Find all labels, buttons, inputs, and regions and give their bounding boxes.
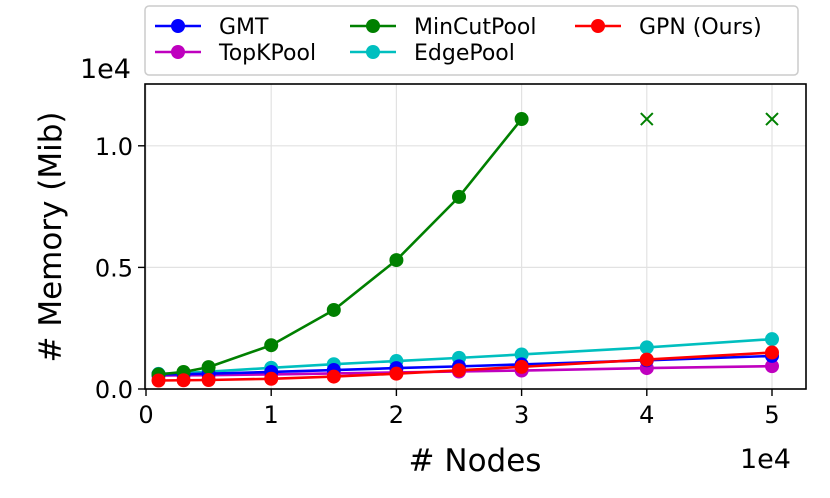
legend-frame xyxy=(144,5,799,76)
legend-label: TopKPool xyxy=(218,41,316,66)
data-point-gpn-ours xyxy=(176,373,191,388)
data-point-gpn-ours xyxy=(326,369,341,384)
x-axis-scale-label: 1e4 xyxy=(740,444,791,475)
x-tick-label: 0 xyxy=(138,401,153,429)
series-gpn-ours xyxy=(151,345,779,388)
legend-label: GMT xyxy=(219,15,269,40)
y-tick-label: 0.5 xyxy=(95,254,133,282)
oom-x-marker xyxy=(640,112,654,126)
data-point-gpn-ours xyxy=(765,345,779,360)
x-tick-label: 1 xyxy=(264,401,279,429)
axis-ticks: 0 1 2 3 4 5 0.0 0.5 1.0 xyxy=(95,133,780,429)
x-tick-label: 4 xyxy=(639,401,654,429)
legend-item-gmt: GMT xyxy=(155,15,269,40)
data-point-gpn-ours xyxy=(514,359,529,374)
legend-marker xyxy=(366,45,380,59)
legend-item-edgepool: EdgePool xyxy=(350,41,515,66)
legend-marker xyxy=(171,45,185,59)
data-point-gpn-ours xyxy=(639,352,654,367)
data-point-edgepool xyxy=(514,347,529,362)
legend-marker xyxy=(171,19,185,33)
data-point-edgepool xyxy=(639,340,654,355)
data-point-mincutpool xyxy=(514,112,529,127)
data-point-mincutpool xyxy=(264,338,279,353)
oom-x-stroke xyxy=(640,112,654,126)
legend-label: MinCutPool xyxy=(414,15,536,40)
y-tick-label: 1.0 xyxy=(95,133,133,161)
data-point-gpn-ours xyxy=(151,373,166,388)
data-point-mincutpool xyxy=(389,253,404,268)
series-line-topkpool xyxy=(158,364,773,377)
y-tick-label: 0.0 xyxy=(95,376,133,404)
data-point-gpn-ours xyxy=(452,363,466,378)
data-point-gpn-ours xyxy=(389,366,404,381)
data-point-edgepool xyxy=(765,332,779,347)
legend-label: GPN (Ours) xyxy=(639,15,762,40)
legend-item-mincutpool: MinCutPool xyxy=(350,15,536,40)
y-axis-title: # Memory (Mib) xyxy=(33,112,69,363)
legend-item-gpn-ours: GPN (Ours) xyxy=(575,15,762,40)
x-tick-label: 2 xyxy=(389,401,404,429)
x-tick-label: 5 xyxy=(764,401,779,429)
legend-label: EdgePool xyxy=(414,41,515,66)
data-point-gpn-ours xyxy=(201,373,216,388)
data-point-gpn-ours xyxy=(264,371,279,386)
oom-x-marker xyxy=(765,112,779,126)
legend-marker xyxy=(591,19,605,33)
data-point-mincutpool xyxy=(452,189,466,204)
plot-frame xyxy=(144,83,807,390)
x-tick-label: 3 xyxy=(514,401,529,429)
legend-item-topkpool: TopKPool xyxy=(155,41,316,66)
data-point-mincutpool xyxy=(326,302,341,317)
x-axis-title: # Nodes xyxy=(409,443,542,479)
series-mincutpool xyxy=(151,112,779,382)
series-line-edgepool xyxy=(158,337,773,376)
data-point-topkpool xyxy=(765,359,779,374)
legend-marker xyxy=(366,19,380,33)
series-line-mincutpool xyxy=(158,118,523,376)
oom-x-stroke xyxy=(765,112,779,126)
series-layer xyxy=(151,112,779,388)
y-axis-scale-label: 1e4 xyxy=(80,54,131,85)
data-point-mincutpool xyxy=(201,360,216,375)
series-line-gpn-ours xyxy=(158,351,773,382)
